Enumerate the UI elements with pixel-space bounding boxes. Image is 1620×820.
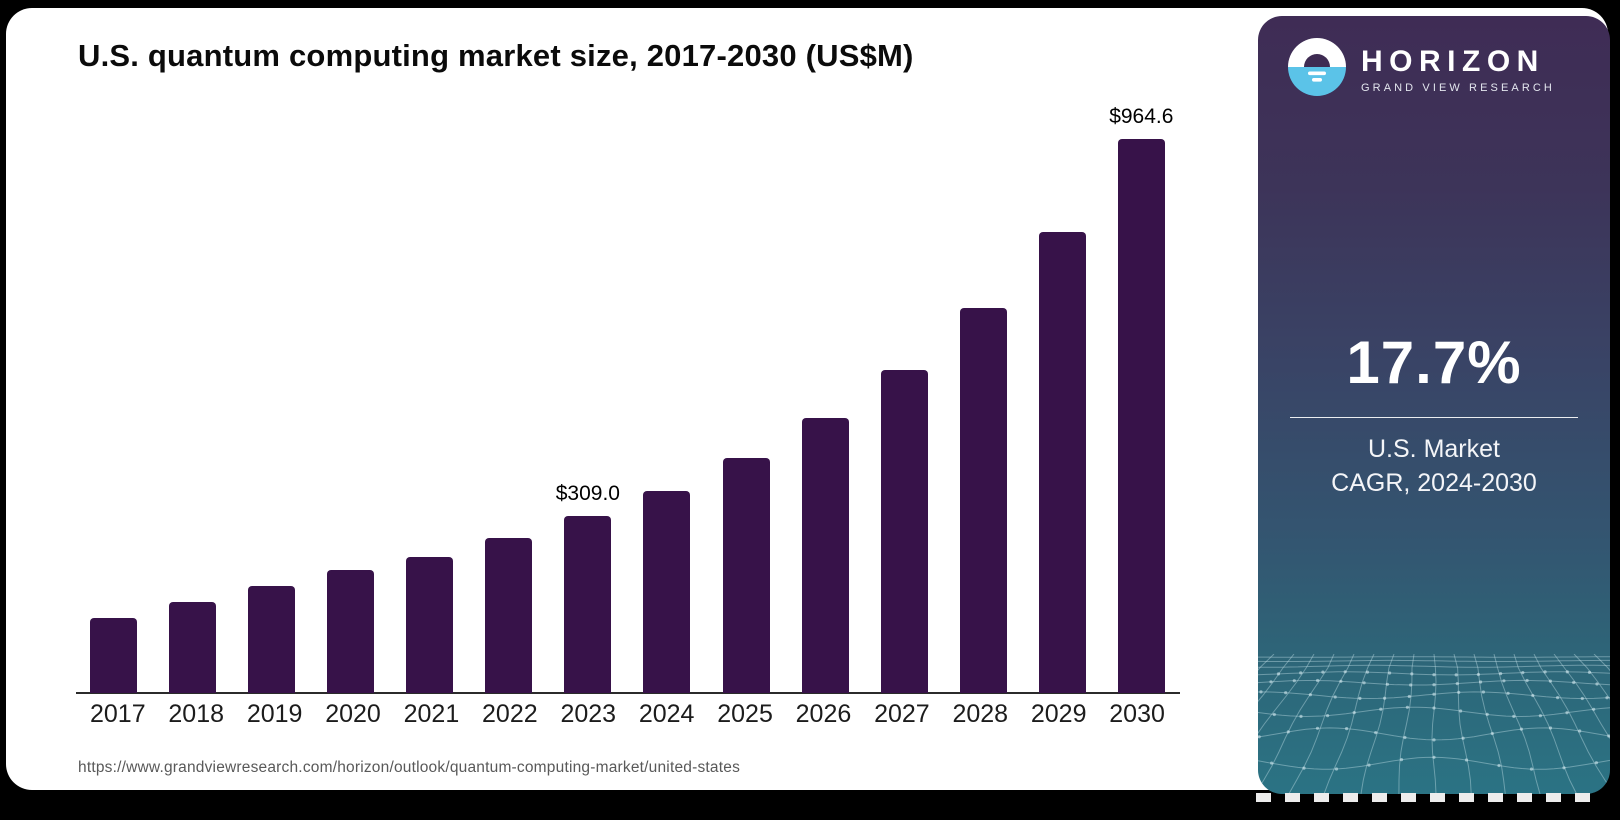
sidebar: HORIZON GRAND VIEW RESEARCH 17.7% U.S. M…	[1258, 16, 1610, 794]
chart-title: U.S. quantum computing market size, 2017…	[78, 38, 914, 73]
bar-column	[485, 131, 533, 693]
bar-column	[801, 131, 849, 693]
bar-column	[406, 131, 454, 693]
x-axis-label: 2023	[560, 700, 617, 728]
x-axis-label: 2027	[874, 700, 930, 728]
bar-column: $964.6	[1109, 105, 1173, 693]
bar	[880, 369, 928, 693]
bar	[959, 308, 1007, 693]
bar-column	[169, 131, 217, 693]
bar-value-label: $964.6	[1109, 105, 1174, 128]
cagr-label-line2: CAGR, 2024-2030	[1331, 469, 1537, 497]
bar-value-label: $309.0	[555, 481, 620, 505]
bar	[327, 570, 375, 693]
x-axis-label: 2022	[482, 700, 538, 728]
mesh-pattern	[1258, 653, 1610, 794]
x-axis-label: 2028	[952, 700, 1009, 728]
cagr-label-line1: U.S. Market	[1368, 435, 1500, 463]
x-axis-label: 2018	[168, 700, 225, 728]
x-axis-label: 2019	[246, 700, 303, 728]
horizon-logo: HORIZON GRAND VIEW RESEARCH	[1288, 38, 1555, 101]
bar-column	[880, 131, 928, 693]
x-axis-labels: 2017 2018 2019 2020 2021 2022 2023 2024 2025 2026…	[90, 700, 1165, 729]
bar	[485, 537, 533, 693]
bar	[90, 617, 137, 693]
bar-column	[1038, 131, 1086, 693]
cagr-divider	[1290, 417, 1578, 418]
horizon-sunset-icon	[1288, 38, 1346, 101]
bar	[801, 417, 849, 693]
logo-brand: HORIZON	[1361, 45, 1545, 78]
bar	[248, 586, 296, 693]
cagr-value: 17.7%	[1346, 329, 1522, 396]
bottom-dashes	[1256, 793, 1604, 802]
bar-column	[90, 131, 137, 693]
bar-column	[722, 131, 770, 693]
bar	[564, 515, 612, 693]
bar-column	[643, 131, 691, 693]
bar	[722, 457, 770, 693]
x-axis-line	[76, 692, 1180, 694]
bar-column: $309.0	[556, 131, 620, 693]
bar	[1117, 139, 1165, 693]
logo-subbrand: GRAND VIEW RESEARCH	[1361, 82, 1555, 94]
x-axis-label: 2024	[638, 700, 695, 728]
logo-text: HORIZON GRAND VIEW RESEARCH	[1361, 45, 1555, 94]
bar	[406, 556, 454, 693]
x-axis-label: 2029	[1030, 700, 1087, 728]
x-axis-label: 2026	[795, 700, 852, 728]
x-axis-label: 2025	[717, 700, 773, 728]
bar-column	[248, 131, 296, 693]
bar	[169, 601, 217, 693]
bar-plot: $309.0 $964.6	[90, 105, 1173, 693]
bar-column	[327, 131, 375, 693]
x-axis-label: 2017	[90, 700, 146, 728]
x-axis-label: 2021	[403, 700, 460, 728]
x-axis-label: 2020	[325, 700, 381, 728]
infographic-card: U.S. quantum computing market size, 2017…	[6, 8, 1610, 794]
bar	[1038, 231, 1086, 693]
bar-column	[959, 131, 1007, 693]
cagr-stat: 17.7% U.S. Market CAGR, 2024-2030	[1258, 328, 1610, 500]
bar	[643, 491, 691, 693]
source-url: https://www.grandviewresearch.com/horizo…	[78, 759, 741, 776]
x-axis-label: 2030	[1109, 700, 1165, 728]
